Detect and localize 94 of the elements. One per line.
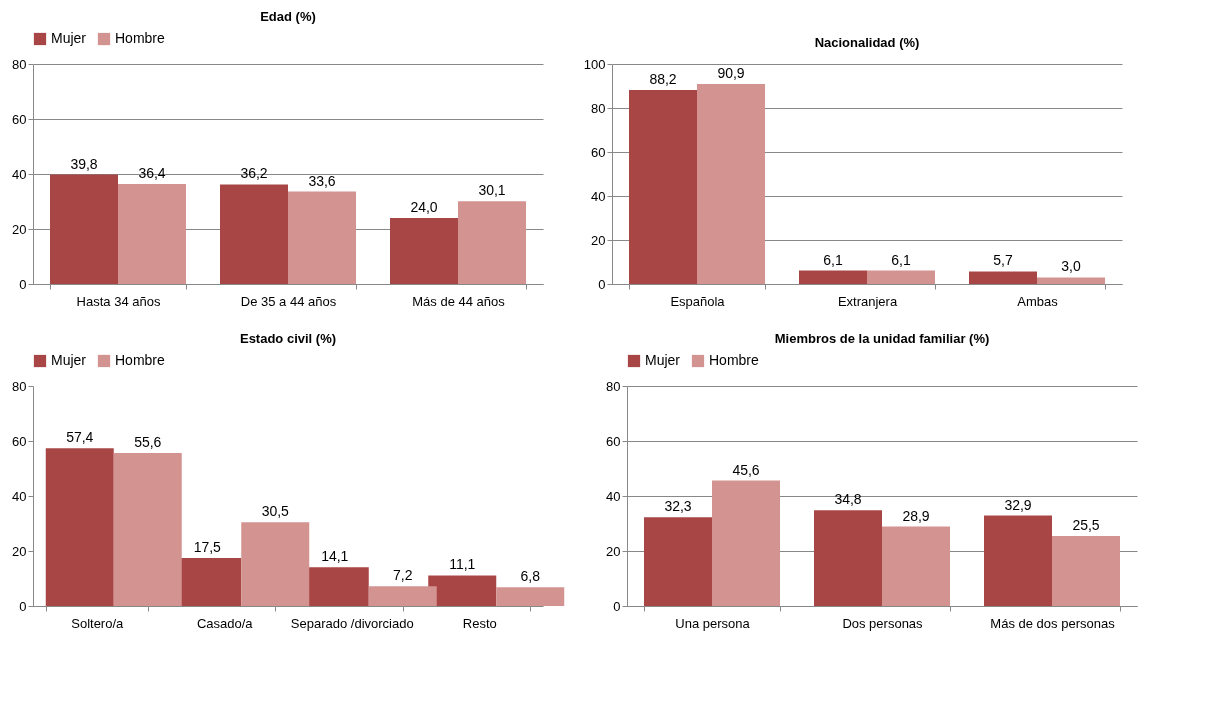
chart-title: Edad (%) (260, 9, 316, 24)
bar (644, 517, 712, 606)
y-tick-label: 80 (12, 56, 27, 72)
data-label: 6,1 (891, 251, 911, 268)
x-tick-label: Hasta 34 años (76, 293, 161, 309)
bar (45, 448, 114, 606)
bar (428, 575, 497, 606)
bar (814, 510, 882, 606)
data-label: 5,7 (993, 252, 1013, 269)
data-label: 36,2 (240, 165, 268, 182)
data-label: 6,8 (520, 568, 541, 585)
bar (113, 453, 182, 606)
data-label: 24,0 (410, 199, 438, 215)
y-tick-label: 60 (606, 433, 621, 449)
data-label: 39,8 (70, 155, 98, 172)
x-tick-label: Ambas (1017, 293, 1059, 309)
x-tick-label: De 35 a 44 años (240, 293, 337, 309)
data-label: 33,6 (308, 172, 336, 189)
x-tick-label: Extranjera (837, 293, 898, 309)
legend-label: Mujer (51, 30, 87, 46)
legend-label: Hombre (115, 30, 166, 46)
y-tick-label: 80 (606, 378, 621, 394)
bar (241, 522, 310, 606)
data-label: 30,1 (478, 182, 506, 199)
bar (368, 586, 437, 606)
data-label: 28,9 (902, 507, 930, 524)
y-tick-label: 40 (12, 488, 27, 504)
bar (1052, 535, 1120, 606)
data-label: 17,5 (193, 538, 222, 555)
data-label: 88,2 (649, 70, 677, 87)
y-tick-label: 20 (12, 221, 27, 237)
y-tick-label: 40 (12, 166, 27, 182)
chart-title: Estado civil (%) (239, 331, 337, 346)
y-tick-label: 20 (12, 543, 27, 559)
y-tick-label: 80 (591, 100, 606, 116)
bar (697, 84, 765, 284)
y-tick-label: 60 (591, 144, 606, 160)
bar (1037, 277, 1105, 284)
legend-label: Hombre (115, 352, 166, 368)
data-label: 32,9 (1004, 496, 1032, 513)
data-label: 25,5 (1072, 516, 1100, 533)
bar (969, 271, 1037, 284)
bar (50, 174, 118, 284)
data-label: 30,5 (261, 503, 290, 520)
bar (799, 270, 867, 284)
bar (220, 184, 288, 284)
data-label: 57,4 (66, 429, 94, 446)
data-label: 6,1 (823, 251, 843, 268)
x-tick-label: Separado /divorciado (290, 615, 414, 631)
data-label: 11,1 (449, 556, 476, 573)
data-label: 90,9 (717, 65, 745, 82)
x-tick-label: Española (670, 293, 726, 309)
y-tick-label: 0 (598, 276, 606, 292)
bar (712, 480, 780, 606)
bar (882, 526, 950, 606)
y-tick-label: 0 (613, 598, 621, 614)
y-tick-label: 0 (19, 598, 27, 614)
data-label: 32,3 (664, 498, 692, 515)
data-label: 14,1 (321, 548, 349, 565)
data-label: 55,6 (134, 434, 162, 451)
data-label: 34,8 (834, 491, 862, 508)
x-tick-label: Resto (462, 615, 497, 631)
bar (288, 191, 356, 284)
y-tick-label: 40 (606, 488, 621, 504)
chart-title: Miembros de la unidad familiar (%) (774, 331, 990, 346)
y-tick-label: 80 (12, 378, 27, 394)
y-tick-label: 20 (591, 232, 606, 248)
bar (458, 201, 526, 284)
bar (629, 89, 697, 284)
chart-title: Nacionalidad (%) (814, 35, 920, 50)
x-tick-label: Más de 44 años (412, 293, 506, 309)
bar (867, 270, 935, 284)
data-label: 7,2 (393, 567, 413, 584)
data-label: 36,4 (138, 164, 166, 181)
legend-label: Hombre (709, 352, 760, 368)
bar (496, 587, 565, 606)
bar (984, 515, 1052, 606)
y-tick-label: 40 (591, 188, 606, 204)
legend-label: Mujer (645, 352, 681, 368)
y-tick-label: 60 (12, 433, 27, 449)
x-tick-label: Una persona (675, 615, 751, 631)
y-tick-label: 60 (12, 111, 27, 127)
legend-label: Mujer (51, 352, 87, 368)
x-tick-label: Casado/a (196, 615, 254, 631)
y-tick-label: 20 (606, 543, 621, 559)
x-tick-label: Dos personas (842, 615, 924, 631)
x-tick-label: Soltero/a (71, 615, 125, 631)
bar (118, 183, 186, 284)
y-tick-label: 0 (19, 276, 27, 292)
x-tick-label: Más de dos personas (990, 615, 1116, 631)
data-label: 45,6 (732, 461, 760, 478)
y-tick-label: 100 (583, 56, 606, 72)
bar (390, 218, 458, 284)
data-label: 3,0 (1061, 258, 1081, 275)
